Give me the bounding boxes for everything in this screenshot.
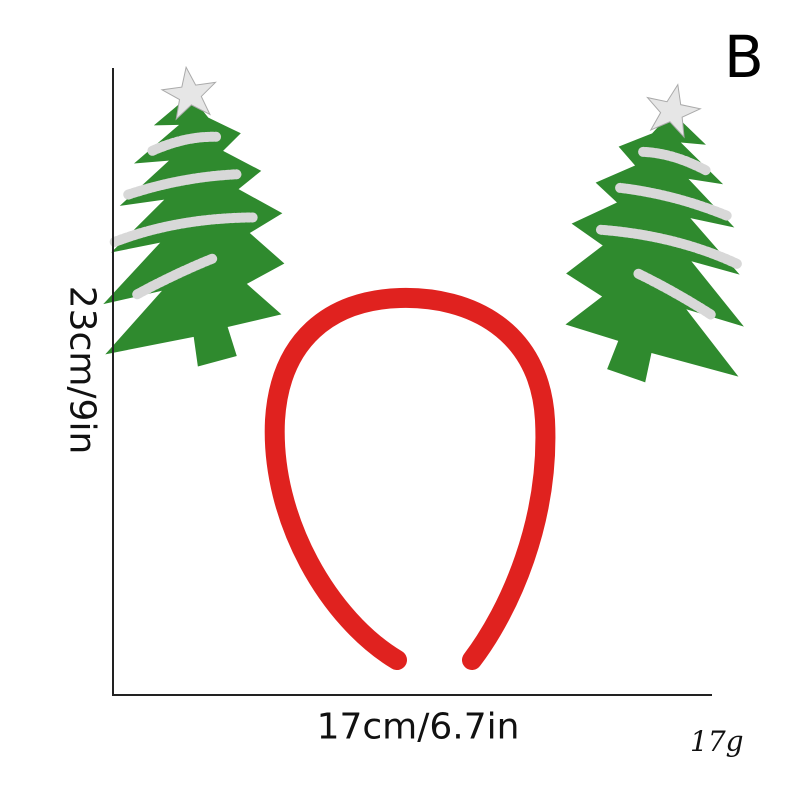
width-dimension-line xyxy=(112,694,712,696)
weight-label: 17g xyxy=(690,725,744,758)
height-dimension-line xyxy=(112,68,114,696)
variant-label: B xyxy=(724,23,764,91)
width-label: 17cm/6.7in xyxy=(316,706,520,748)
headband xyxy=(264,287,556,670)
right-tree xyxy=(543,69,796,401)
height-label: 23cm/9in xyxy=(61,285,103,455)
